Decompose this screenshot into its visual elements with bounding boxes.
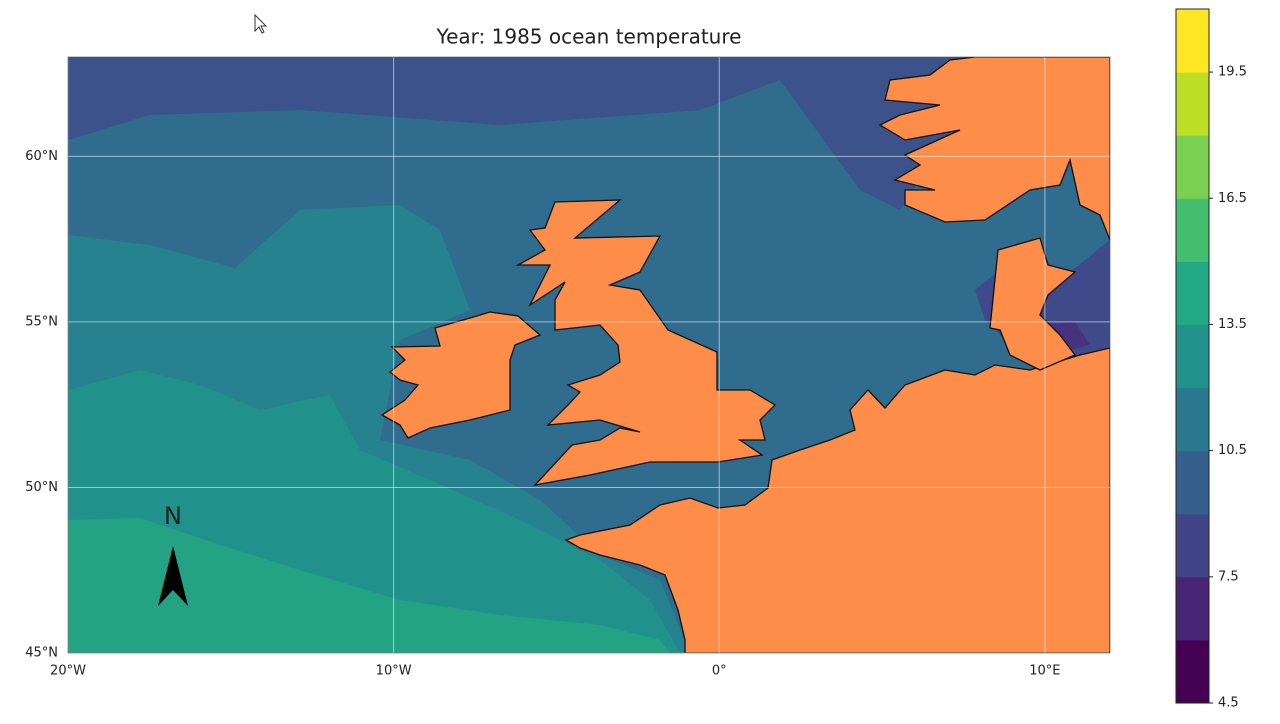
colorbar-band	[1176, 639, 1209, 704]
colorbar-band	[1176, 387, 1209, 452]
colorbar-tick-label: 16.5	[1218, 191, 1247, 206]
colorbar-tick-label: 10.5	[1218, 443, 1247, 458]
colorbar-frame	[1175, 8, 1210, 704]
colorbar-band	[1176, 261, 1209, 325]
colorbar-tick-label: 4.5	[1218, 696, 1239, 711]
colorbar-tick-label: 19.5	[1218, 65, 1247, 80]
colorbar-band	[1176, 576, 1209, 641]
y-tick-label: 55°N	[25, 314, 58, 329]
colorbar-band	[1176, 72, 1209, 136]
x-tick-label: 0°	[712, 664, 727, 679]
x-tick-label: 10°W	[376, 664, 412, 679]
colorbar-tick-label: 7.5	[1218, 569, 1239, 584]
land-britain	[515, 199, 777, 486]
colorbar-band	[1176, 450, 1209, 515]
north-label: N	[164, 502, 182, 530]
colorbar-tick-label: 13.5	[1218, 317, 1247, 332]
y-tick-label: 45°N	[25, 646, 58, 661]
land-denmark	[989, 237, 1077, 371]
colorbar-band	[1176, 198, 1209, 262]
land-europe	[564, 347, 1110, 653]
map-title: Year: 1985 ocean temperature	[436, 25, 742, 49]
map-frame	[67, 56, 1111, 654]
land-norway	[878, 57, 1110, 241]
colorbar-band	[1176, 9, 1209, 73]
north-arrow	[158, 546, 188, 606]
colorbar-band	[1176, 135, 1209, 199]
x-tick-label: 20°W	[50, 664, 86, 679]
x-tick-label: 10°E	[1029, 664, 1060, 679]
y-tick-label: 50°N	[25, 480, 58, 495]
y-tick-label: 60°N	[25, 149, 58, 164]
land-ireland	[380, 311, 542, 439]
mouse-cursor	[254, 13, 268, 34]
colorbar-band	[1176, 513, 1209, 578]
land	[380, 57, 1110, 653]
colorbar-band	[1176, 324, 1209, 389]
